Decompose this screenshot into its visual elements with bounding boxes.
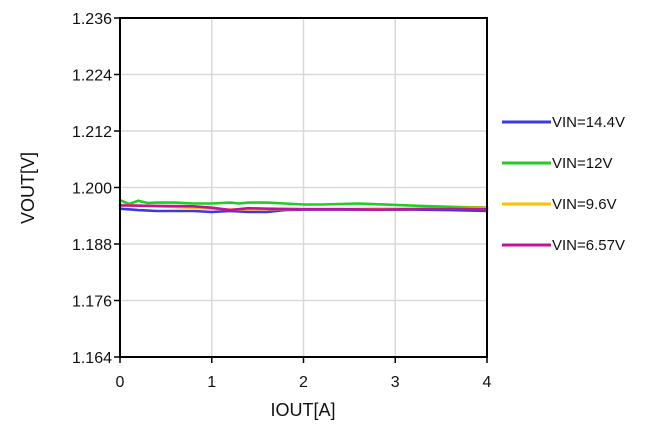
legend-label-2: VIN=12V <box>552 155 612 172</box>
y-tick-label: 1.224 <box>72 68 112 85</box>
series-line-2 <box>118 198 489 209</box>
grid-lines <box>119 17 488 358</box>
series-lines <box>118 198 489 214</box>
series-line-4 <box>118 204 489 212</box>
legend-label-1: VIN=14.4V <box>552 114 625 131</box>
x-axis-title: IOUT[A] <box>270 400 335 420</box>
y-tick-label: 1.164 <box>72 350 112 367</box>
y-tick-label: 1.212 <box>72 124 112 141</box>
y-axis-title: VOUT[V] <box>18 152 38 224</box>
y-tick-label: 1.188 <box>72 237 112 254</box>
legend: VIN=14.4V VIN=12V VIN=9.6V VIN=6.57V <box>502 114 625 254</box>
y-tick-label: 1.200 <box>72 181 112 198</box>
x-tick-label: 2 <box>299 374 308 391</box>
x-tick-label: 1 <box>207 374 216 391</box>
legend-label-4: VIN=6.57V <box>552 237 625 254</box>
y-tick-label: 1.176 <box>72 294 112 311</box>
y-tick-label: 1.236 <box>72 11 112 28</box>
legend-label-3: VIN=9.6V <box>552 196 617 213</box>
x-tick-label: 0 <box>116 374 125 391</box>
x-tick-label: 4 <box>483 374 492 391</box>
axis-tick-labels: 1.164 1.176 1.188 1.200 1.212 1.224 1.236 0 1 2 3 4 <box>72 11 492 391</box>
x-tick-label: 3 <box>391 374 400 391</box>
